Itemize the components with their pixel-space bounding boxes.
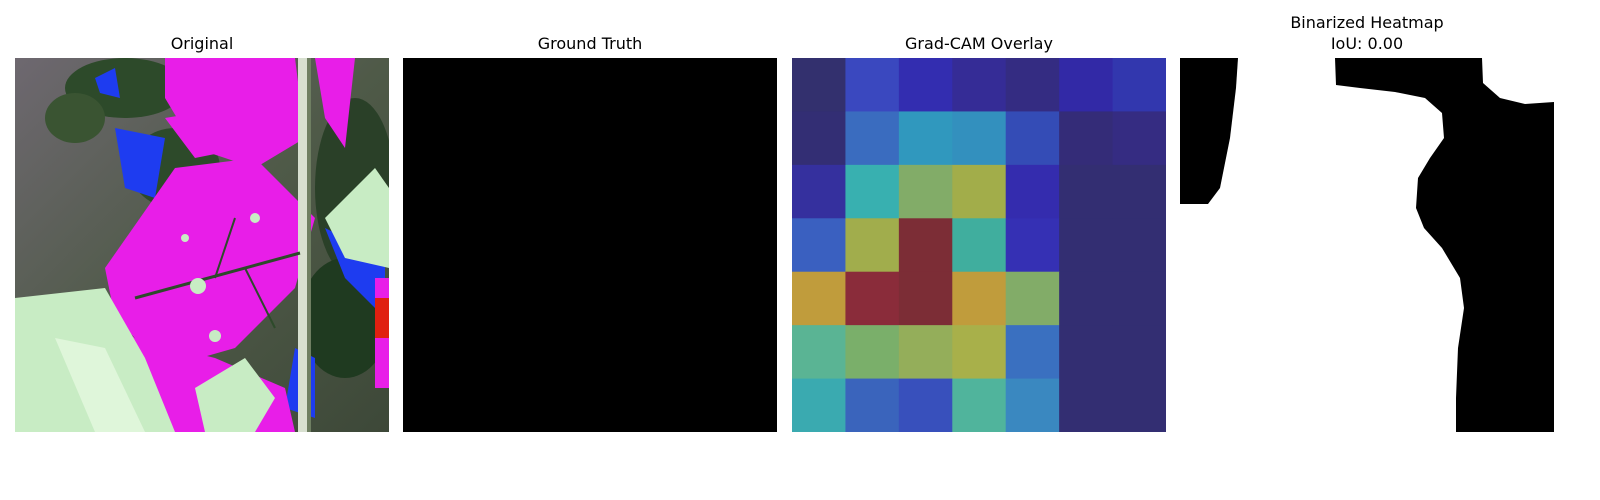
gradcam-cell xyxy=(898,378,953,432)
gradcam-cell xyxy=(952,164,1007,219)
gradcam-cell xyxy=(898,218,953,273)
gradcam-cell xyxy=(1059,218,1114,273)
gradcam-cell xyxy=(1005,271,1060,326)
mask-region-right xyxy=(1335,58,1554,432)
binarized-heatmap xyxy=(1180,58,1554,432)
panel-title-binarized: Binarized Heatmap xyxy=(1290,13,1444,32)
gradcam-cell xyxy=(1005,58,1060,112)
gradcam-cell xyxy=(1059,325,1114,380)
gradcam-cell xyxy=(898,271,953,326)
gradcam-cell xyxy=(1005,325,1060,380)
gradcam-cell xyxy=(1112,271,1166,326)
gradcam-cell xyxy=(1059,271,1114,326)
gradcam-cell xyxy=(792,378,846,432)
gradcam-cell xyxy=(1112,378,1166,432)
gradcam-cell xyxy=(1005,111,1060,166)
gradcam-cell xyxy=(792,271,846,326)
gradcam-cell xyxy=(1005,218,1060,273)
gradcam-cell xyxy=(1005,378,1060,432)
gradcam-cell xyxy=(1112,218,1166,273)
gradcam-cell xyxy=(952,378,1007,432)
gradcam-cell xyxy=(952,325,1007,380)
gradcam-cell xyxy=(1059,164,1114,219)
gradcam-cell xyxy=(1112,111,1166,166)
gradcam-cell xyxy=(1059,58,1114,112)
gradcam-cell xyxy=(845,325,900,380)
gradcam-cell xyxy=(952,271,1007,326)
gradcam-cell xyxy=(952,218,1007,273)
gradcam-cell xyxy=(1059,111,1114,166)
gradcam-cell xyxy=(792,325,846,380)
gradcam-cell xyxy=(792,111,846,166)
gradcam-overlay xyxy=(792,58,1166,432)
gradcam-cell xyxy=(1112,325,1166,380)
panel-title-original: Original xyxy=(170,34,234,53)
gradcam-cell xyxy=(1059,378,1114,432)
gradcam-cell xyxy=(952,58,1007,112)
gradcam-cell xyxy=(845,58,900,112)
gradcam-cell xyxy=(898,164,953,219)
mask-region-left xyxy=(1180,58,1238,204)
panel-title-ground-truth: Ground Truth xyxy=(537,34,643,53)
panel-title-gradcam: Grad-CAM Overlay xyxy=(905,34,1053,53)
gradcam-cell xyxy=(1112,58,1166,112)
gradcam-cell xyxy=(898,325,953,380)
gradcam-cell xyxy=(898,58,953,112)
gradcam-cell xyxy=(952,111,1007,166)
gradcam-cell xyxy=(1112,164,1166,219)
panel-subtitle-iou: IoU: 0.00 xyxy=(1330,34,1404,53)
gradcam-cell xyxy=(845,271,900,326)
gradcam-cell xyxy=(845,218,900,273)
gradcam-cell xyxy=(792,164,846,219)
gradcam-cell xyxy=(792,218,846,273)
gradcam-cell xyxy=(845,378,900,432)
gradcam-cell xyxy=(792,58,846,112)
gradcam-cell xyxy=(1005,164,1060,219)
gradcam-cell xyxy=(845,164,900,219)
gradcam-cell xyxy=(898,111,953,166)
ground-truth-mask xyxy=(403,58,777,432)
original-image xyxy=(15,58,389,432)
gradcam-cell xyxy=(845,111,900,166)
